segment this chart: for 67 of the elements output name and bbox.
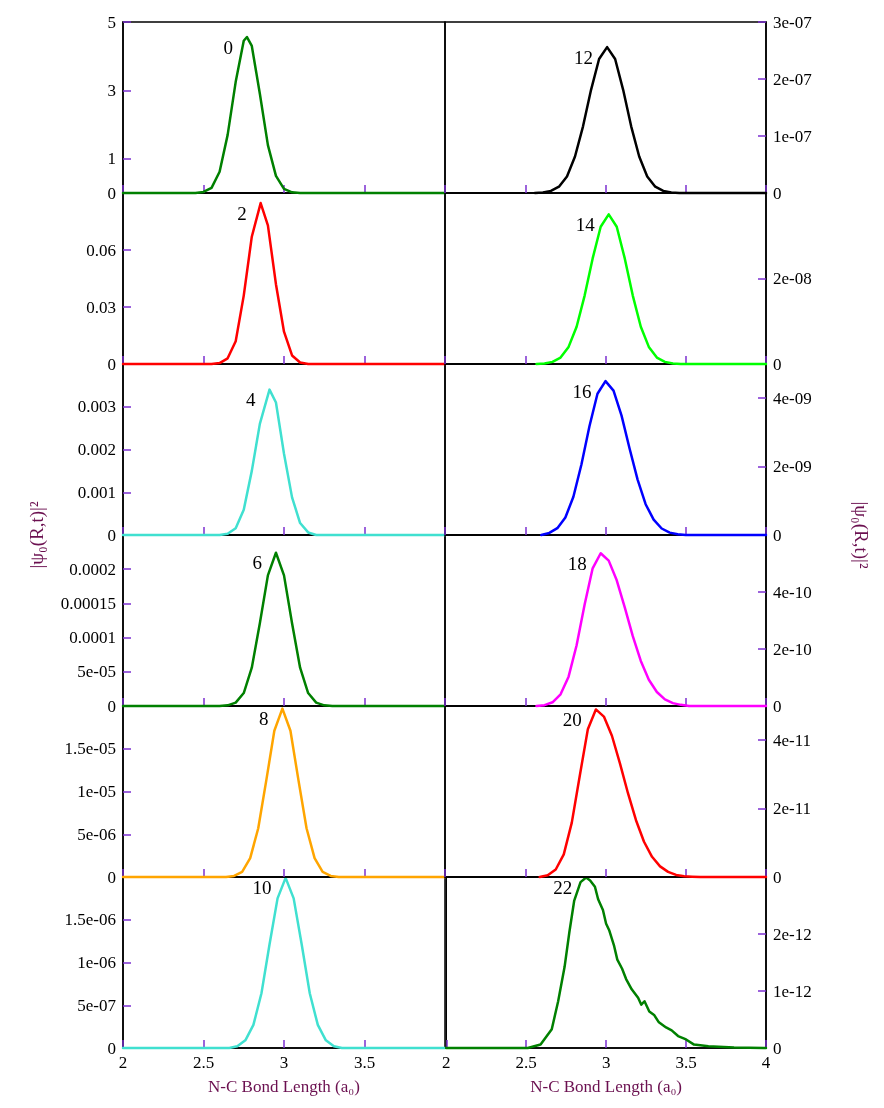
y-tick-label: 1.5e-06 [64,910,116,930]
y-tick-label: 2e-07 [773,69,813,89]
y-tick-label: 0 [773,867,782,887]
y-tick-label: 2e-08 [773,269,812,288]
y-tick-label: 0 [773,354,782,374]
series-label: 4 [246,389,257,411]
y-tick-label: 3 [107,80,116,100]
y-tick-label: 0 [107,525,116,545]
y-tick-label: 2e-10 [773,639,812,659]
y-tick-label: 0 [773,696,782,716]
y-tick-label: 5 [107,12,116,32]
y-tick-label: 0.003 [77,397,116,417]
y-tick-label: 0.00015 [60,593,116,613]
y-tick-label: 1.5e-05 [64,739,116,759]
y-tick-label: 2e-09 [773,457,812,477]
y-tick-label: 0.06 [86,240,116,260]
x-tick-label: 2.5 [192,1053,215,1072]
y-tick-label: 5e-07 [77,995,117,1015]
series-label: 8 [258,708,269,730]
y-tick-label: 4e-11 [773,730,812,750]
y-tick-label: 0.0001 [69,628,116,648]
x-axis-title: N-C Bond Length (a₀) [208,1077,360,1096]
x-tick-label: 2 [118,1053,128,1072]
y-tick-label: 0 [107,696,116,716]
series-label: 14 [575,213,596,235]
y-tick-label: 0 [773,1038,782,1058]
x-tick-label: 3.5 [675,1053,697,1072]
y-tick-label: 0.002 [77,440,116,459]
y-tick-label: 0 [107,1038,116,1058]
y-axis-title: |ψ₀(R,t)|² [849,501,872,569]
y-tick-label: 0 [773,183,782,203]
y-tick-label: 2e-11 [773,799,812,819]
y-tick-label: 2e-12 [773,924,812,944]
x-tick-label: 3.5 [353,1053,376,1072]
series-label: 0 [223,36,233,58]
series-label: 20 [562,708,582,730]
y-tick-label: 1e-06 [77,953,116,972]
x-tick-label: 2 [442,1053,451,1072]
x-tick-label: 3 [279,1053,289,1072]
y-tick-label: 0.0002 [69,559,116,579]
series-label: 18 [567,552,587,574]
y-tick-label: 0 [107,867,116,887]
y-tick-label: 1e-12 [773,981,812,1001]
y-tick-label: 0 [107,183,116,203]
y-tick-label: 4e-09 [773,388,812,408]
y-tick-label: 1e-07 [773,126,813,146]
y-tick-label: 0 [773,525,782,545]
x-axis-title: N-C Bond Length (a₀) [530,1077,683,1096]
series-label: 22 [553,877,573,899]
y-tick-label: 1 [107,149,116,169]
y-tick-label: 4e-10 [773,582,812,602]
y-tick-label: 0.001 [77,482,116,502]
series-label: 10 [252,877,272,899]
series-label: 6 [252,552,262,574]
y-tick-label: 5e-05 [77,662,116,682]
series-label: 12 [574,46,594,68]
y-tick-label: 5e-06 [77,824,116,844]
x-tick-label: 4 [761,1053,771,1072]
y-tick-label: 0 [107,354,116,374]
series-label: 2 [237,202,247,224]
x-tick-label: 3 [601,1053,611,1072]
y-tick-label: 1e-05 [77,782,116,801]
series-label: 16 [572,380,592,402]
y-axis-title: |ψ₀(R,t)|² [25,501,48,569]
y-tick-label: 3e-07 [773,12,813,32]
x-tick-label: 2.5 [515,1053,537,1072]
y-tick-label: 0.03 [86,297,116,317]
